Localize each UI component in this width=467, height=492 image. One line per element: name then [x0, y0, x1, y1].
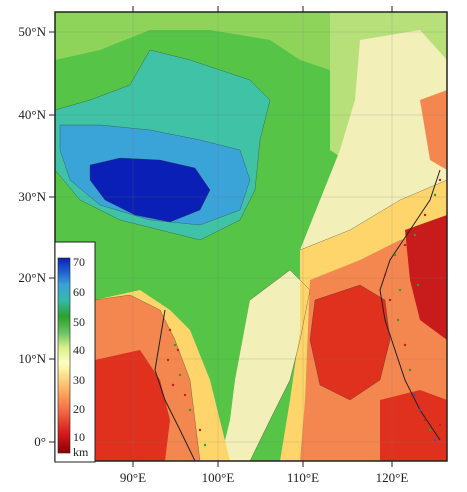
lat-label-0: 0° — [34, 434, 46, 449]
graticule — [55, 12, 447, 461]
latitude-axis: 50°N 40°N 30°N 20°N 10°N 0° — [18, 24, 55, 449]
lat-label-50: 50°N — [18, 24, 46, 39]
lat-label-10: 10°N — [18, 351, 46, 366]
region-yellowgreen-north — [55, 12, 360, 70]
contour-lines — [55, 49, 447, 461]
region-red-scs — [310, 285, 390, 400]
region-deep-blue-tibet — [90, 158, 210, 222]
legend-label-70: 70 — [73, 255, 85, 269]
legend-label-10: 10 — [73, 430, 85, 444]
lat-label-20: 20°N — [18, 270, 46, 285]
legend-label-30: 30 — [73, 373, 85, 387]
legend-unit: km — [73, 445, 89, 459]
lat-label-30: 30°N — [18, 189, 46, 204]
color-legend: 70 60 50 40 30 20 10 km — [54, 241, 96, 463]
legend-label-60: 60 — [73, 285, 85, 299]
legend-label-40: 40 — [73, 343, 85, 357]
lon-label-90: 90°E — [120, 470, 146, 485]
legend-label-50: 50 — [73, 315, 85, 329]
region-red-northeast — [420, 90, 447, 170]
region-pale-central — [220, 270, 310, 461]
map-area — [55, 12, 447, 461]
seismicity-dots — [166, 178, 442, 447]
lon-label-120: 120°E — [376, 470, 409, 485]
lat-label-40: 40°N — [18, 107, 46, 122]
map-frame — [54, 11, 448, 462]
legend-label-20: 20 — [73, 402, 85, 416]
lon-label-100: 100°E — [202, 470, 235, 485]
legend-colorbar — [57, 257, 71, 454]
lon-label-110: 110°E — [287, 470, 319, 485]
trench-lines — [154, 169, 441, 461]
region-darkred-pacific — [405, 215, 447, 340]
region-red-southwest — [95, 350, 170, 461]
region-red-southeast — [380, 390, 447, 461]
longitude-axis: 90°E 100°E 110°E 120°E — [120, 6, 408, 485]
